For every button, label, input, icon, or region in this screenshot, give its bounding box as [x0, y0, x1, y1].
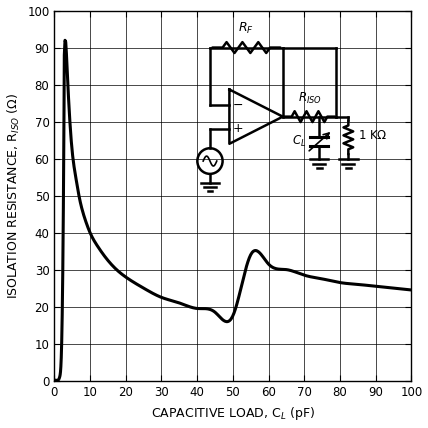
Y-axis label: ISOLATION RESISTANCE, R$_{ISO}$ (Ω): ISOLATION RESISTANCE, R$_{ISO}$ (Ω)	[6, 92, 22, 299]
X-axis label: CAPACITIVE LOAD, C$_L$ (pF): CAPACITIVE LOAD, C$_L$ (pF)	[151, 405, 315, 422]
